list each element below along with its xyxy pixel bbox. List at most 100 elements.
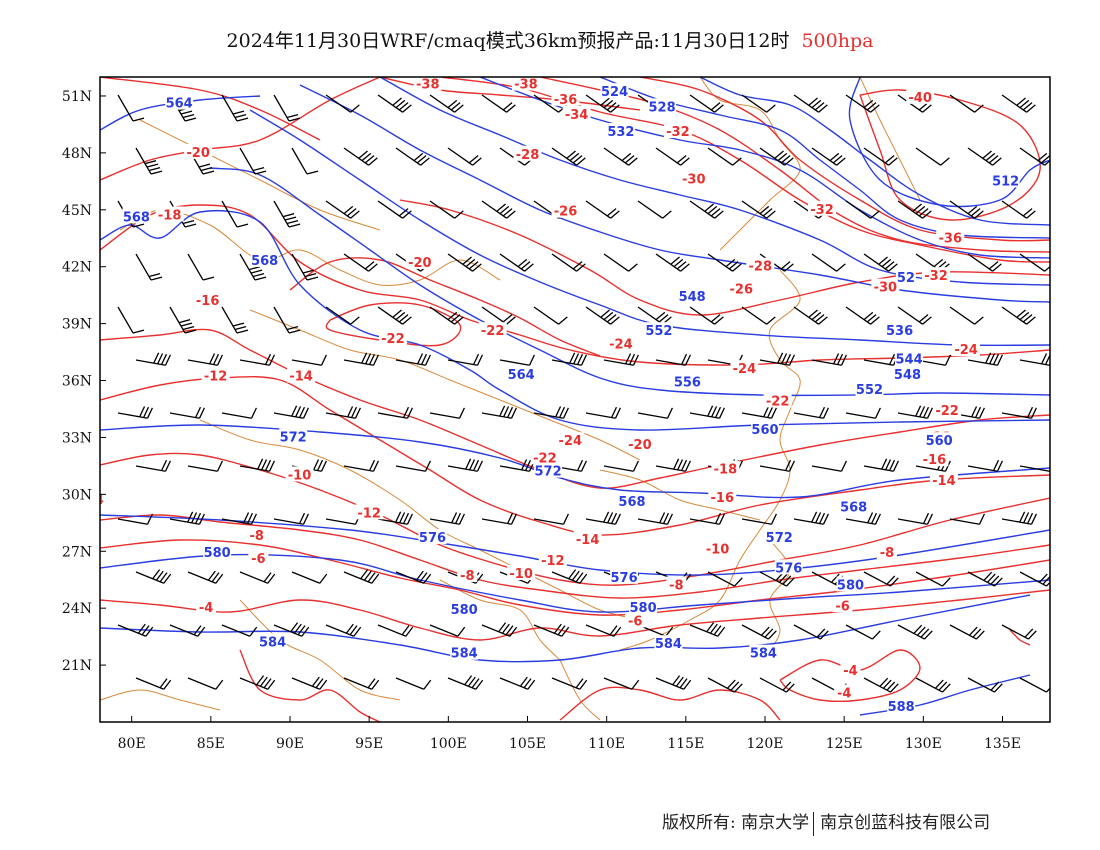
height-label: 52 xyxy=(897,271,915,286)
temperature-contour-line xyxy=(779,649,921,702)
wind-barb xyxy=(187,353,223,366)
wind-barb xyxy=(603,353,639,366)
wind-barb xyxy=(447,675,484,690)
temperature-label: -32 xyxy=(666,125,690,140)
wind-barb xyxy=(811,460,847,472)
height-label: 552 xyxy=(645,324,672,339)
height-label-bg xyxy=(250,252,279,268)
wind-barb xyxy=(967,352,1003,366)
coastline-layer xyxy=(100,77,921,721)
temperature-label-bg xyxy=(679,170,708,186)
height-label: 580 xyxy=(204,546,231,561)
temperature-label: -34 xyxy=(565,108,589,123)
wind-barb xyxy=(377,511,413,525)
temperature-label: -14 xyxy=(576,533,600,548)
wind-barb xyxy=(897,200,932,219)
wind-barb xyxy=(1001,406,1037,419)
x-tick-label: 80E xyxy=(118,736,146,752)
x-tick-label: 100E xyxy=(430,736,467,752)
height-label-bg xyxy=(279,428,308,444)
wind-barb xyxy=(343,459,379,472)
wind-barb xyxy=(273,200,301,228)
temperature-contour-line xyxy=(100,376,1050,536)
temperature-contour-line xyxy=(559,686,781,721)
wind-barb xyxy=(1019,677,1050,693)
temperature-label: -6 xyxy=(628,614,642,629)
temperature-label: -30 xyxy=(874,281,898,296)
wind-barb xyxy=(343,352,379,366)
temperature-label: -24 xyxy=(559,434,583,449)
wind-barb xyxy=(447,353,483,366)
y-tick-label: 48N xyxy=(62,146,92,162)
temperature-label-bg xyxy=(840,661,861,677)
height-contour-line xyxy=(848,77,1050,208)
wind-barb xyxy=(845,94,880,113)
wind-barb xyxy=(603,677,640,690)
temperature-label-bg xyxy=(730,360,759,376)
wind-barb xyxy=(239,458,275,472)
height-label-bg xyxy=(644,322,673,338)
height-label-bg xyxy=(606,123,635,139)
footer-credits: 版权所有: 南京大学 南京创蓝科技有限公司 xyxy=(662,808,990,836)
x-tick-label: 135E xyxy=(984,736,1021,752)
height-label-bg xyxy=(610,568,639,584)
height-label: 584 xyxy=(259,635,286,650)
height-label-bg xyxy=(836,576,865,592)
temperature-label: -22 xyxy=(381,332,405,347)
wind-barb xyxy=(845,407,881,419)
temperature-label: -24 xyxy=(954,343,978,358)
wind-barb xyxy=(221,407,257,419)
wind-barb xyxy=(187,460,223,472)
temperature-label: -14 xyxy=(80,493,104,508)
temperature-label: -18 xyxy=(714,463,738,478)
height-label-bg xyxy=(629,599,658,615)
temperature-label-bg xyxy=(906,88,935,104)
wind-barb xyxy=(481,200,516,219)
coastline-border xyxy=(699,77,801,251)
x-tick-label: 130E xyxy=(905,736,942,752)
temperature-label: -24 xyxy=(609,337,633,352)
wind-barb xyxy=(1001,624,1037,640)
temperature-label: -28 xyxy=(749,260,773,275)
wind-barb xyxy=(343,677,380,690)
wind-barb xyxy=(637,407,673,419)
height-label: 512 xyxy=(992,174,1019,189)
temperature-label: -28 xyxy=(516,148,540,163)
temperature-label-bg xyxy=(606,335,635,351)
wind-barb xyxy=(429,94,464,113)
wind-barb xyxy=(811,353,847,366)
wind-barb xyxy=(1019,253,1050,272)
wind-barb xyxy=(395,353,431,366)
temperature-label-bg xyxy=(285,466,314,482)
map-title: 2024年11月30日WRF/cmaq模式36km预报产品:11月30日12时 5… xyxy=(0,26,1100,53)
wind-barb xyxy=(585,406,621,419)
wind-barb xyxy=(603,147,638,166)
coastline-border xyxy=(139,119,381,231)
height-label: 548 xyxy=(894,368,921,383)
wind-barb xyxy=(221,624,258,637)
height-label: 516 xyxy=(886,66,913,81)
height-label: 564 xyxy=(166,97,193,112)
temperature-label-bg xyxy=(184,143,213,159)
wind-barb xyxy=(655,147,690,166)
temperature-label-bg xyxy=(405,253,434,269)
wind-barb xyxy=(551,253,586,272)
wind-barb xyxy=(447,458,483,472)
height-label: 572 xyxy=(280,430,307,445)
temperature-label-bg xyxy=(248,549,269,565)
wind-barb xyxy=(637,512,673,525)
axes: 80E 85E 90E 95E 100E 105E 110E 115E 120E 125E 130E… xyxy=(62,89,1021,752)
height-label-bg xyxy=(765,528,794,544)
temperature-label: -22 xyxy=(481,324,505,339)
temperature-contour-line xyxy=(239,649,381,722)
plot-frame xyxy=(99,76,1051,723)
wind-barb xyxy=(481,405,517,419)
wind-barb xyxy=(169,406,205,419)
wind-barb xyxy=(533,513,569,525)
temperature-label: -4 xyxy=(843,664,857,679)
height-label: 524 xyxy=(601,85,628,100)
wind-barb xyxy=(585,200,620,219)
temperature-label-bg xyxy=(355,504,384,520)
temperature-label: -32 xyxy=(810,203,834,218)
wind-barb xyxy=(551,352,587,366)
